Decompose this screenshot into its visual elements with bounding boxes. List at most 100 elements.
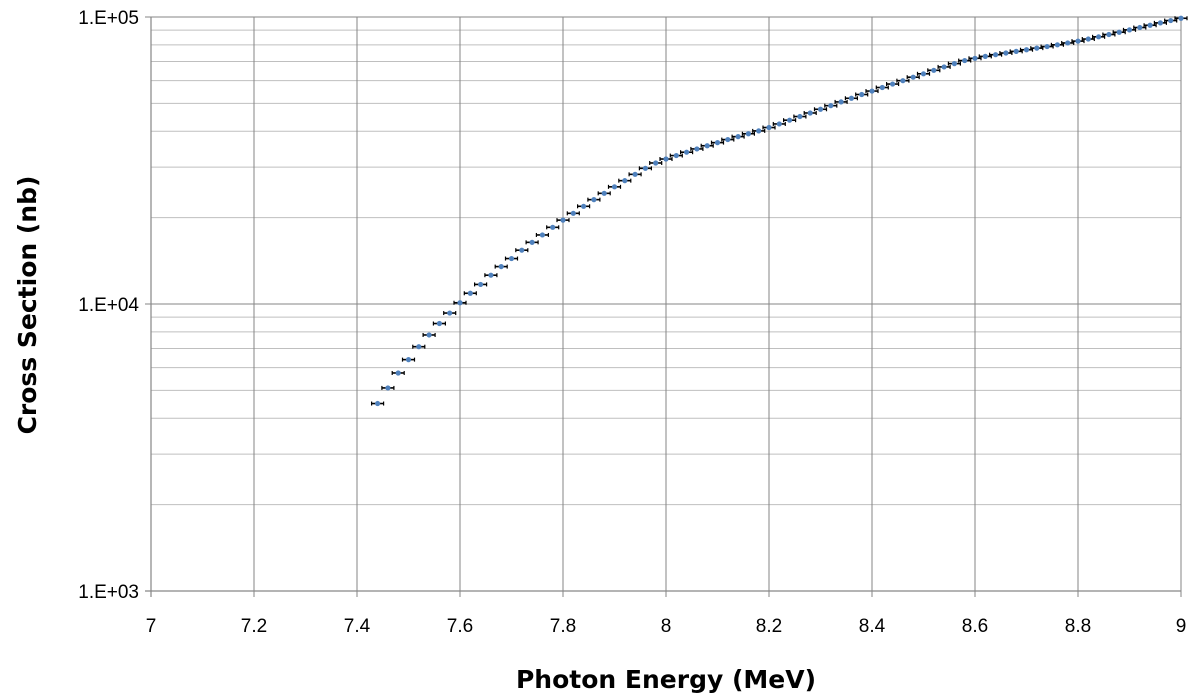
data-marker	[704, 143, 710, 149]
y-tick-label: 1.E+03	[78, 582, 139, 603]
data-point	[494, 263, 508, 270]
data-point	[947, 61, 962, 67]
data-marker	[673, 152, 679, 159]
data-marker	[1096, 34, 1102, 40]
data-point	[803, 110, 817, 116]
data-marker	[972, 55, 978, 61]
data-marker	[776, 121, 782, 127]
data-point	[813, 106, 828, 112]
data-point	[535, 232, 550, 238]
data-marker	[869, 88, 875, 94]
data-marker	[1075, 38, 1081, 44]
data-point	[371, 400, 385, 407]
x-tick-label: 8.6	[962, 616, 988, 637]
data-point	[824, 103, 838, 109]
data-marker	[1106, 31, 1112, 38]
data-point	[607, 184, 622, 190]
data-point	[669, 152, 683, 159]
data-marker	[467, 290, 473, 296]
x-tick-labels: 7 7.2 7.4 7.6 7.8 8 8.2 8.4 8.6 8.8 9	[146, 616, 1187, 637]
data-marker	[642, 165, 649, 171]
data-point	[762, 124, 776, 131]
x-tick-label: 8.2	[756, 616, 782, 637]
data-marker	[787, 117, 793, 123]
data-marker	[1085, 36, 1091, 42]
data-point	[381, 385, 395, 391]
data-marker	[1168, 17, 1174, 24]
data-marker	[879, 84, 885, 91]
data-marker	[1126, 27, 1133, 33]
data-marker	[859, 91, 865, 98]
data-marker	[581, 203, 587, 209]
data-point	[422, 332, 436, 338]
data-marker	[735, 134, 741, 140]
data-marker	[951, 61, 958, 67]
data-marker	[1054, 42, 1060, 48]
data-point	[721, 136, 735, 143]
data-marker	[684, 149, 690, 155]
data-point	[618, 178, 632, 184]
data-marker	[1116, 29, 1122, 35]
data-marker	[941, 64, 947, 70]
data-point	[391, 370, 405, 376]
data-marker	[1023, 47, 1030, 53]
x-axis-title: Photon Energy (MeV)	[516, 665, 816, 694]
data-marker	[395, 370, 401, 376]
data-point	[443, 310, 457, 316]
data-marker	[632, 171, 638, 177]
data-marker	[694, 146, 700, 152]
data-point	[597, 190, 611, 196]
data-point	[782, 117, 797, 123]
data-marker	[931, 67, 937, 73]
data-marker	[447, 310, 453, 316]
data-marker	[1003, 50, 1009, 56]
x-tick-label: 8.4	[859, 616, 886, 637]
data-point	[649, 160, 663, 166]
y-tick-label: 1.E+05	[78, 8, 139, 29]
data-point	[885, 81, 900, 87]
data-marker	[797, 113, 803, 120]
x-tick-label: 8	[661, 616, 672, 637]
data-marker	[529, 239, 535, 245]
data-marker	[416, 344, 422, 350]
data-marker	[900, 78, 906, 84]
data-marker	[498, 263, 504, 270]
data-point	[1102, 31, 1116, 38]
data-point	[741, 131, 756, 137]
data-marker	[848, 95, 855, 101]
data-points	[371, 15, 1188, 407]
axes	[145, 16, 1182, 597]
data-point	[566, 210, 580, 216]
data-point	[484, 272, 498, 278]
data-point	[875, 84, 889, 91]
y-axis-title: Cross Section (nb)	[13, 176, 42, 435]
data-marker	[1034, 45, 1040, 51]
data-point	[1143, 22, 1157, 28]
data-point	[865, 88, 879, 94]
data-point	[1071, 38, 1085, 44]
data-point	[752, 128, 766, 134]
data-point	[453, 300, 467, 306]
data-point	[474, 281, 488, 288]
data-marker	[426, 332, 432, 338]
data-point	[587, 197, 601, 203]
data-marker	[910, 74, 916, 80]
data-point	[834, 99, 848, 105]
data-point	[937, 64, 951, 70]
data-point	[1112, 29, 1126, 35]
data-point	[401, 357, 416, 363]
data-point	[1040, 43, 1054, 50]
data-point	[515, 247, 529, 253]
data-marker	[539, 232, 546, 238]
data-marker	[1013, 48, 1019, 54]
x-tick-label: 9	[1176, 616, 1187, 637]
data-marker	[570, 210, 576, 216]
data-marker	[982, 53, 988, 59]
data-point	[638, 165, 653, 171]
data-marker	[436, 320, 442, 327]
x-tick-label: 7	[146, 616, 157, 637]
data-marker	[1044, 43, 1050, 50]
data-marker	[1137, 24, 1143, 31]
data-point	[556, 217, 570, 223]
data-point	[927, 67, 941, 73]
